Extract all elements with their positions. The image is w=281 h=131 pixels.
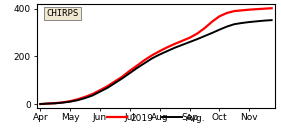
- 2019: [143, 59, 146, 61]
- 2019: [262, 8, 266, 9]
- Avg.: [83, 97, 87, 99]
- 2019: [151, 54, 154, 56]
- Avg.: [195, 38, 199, 40]
- 2019: [98, 89, 102, 91]
- Legend: 2019, Avg.: 2019, Avg.: [103, 110, 209, 126]
- 2019: [91, 93, 94, 95]
- 2019: [195, 33, 199, 34]
- 2019: [173, 43, 176, 45]
- Avg.: [225, 26, 228, 27]
- 2019: [166, 47, 169, 48]
- 2019: [188, 37, 191, 39]
- Avg.: [46, 103, 49, 104]
- Avg.: [203, 35, 206, 37]
- 2019: [113, 81, 117, 82]
- 2019: [218, 16, 221, 17]
- 2019: [225, 12, 228, 14]
- Avg.: [128, 72, 132, 74]
- Avg.: [262, 20, 266, 21]
- Avg.: [173, 47, 176, 49]
- 2019: [69, 100, 72, 102]
- Avg.: [38, 103, 42, 105]
- Avg.: [180, 44, 184, 46]
- Avg.: [113, 82, 117, 84]
- 2019: [83, 96, 87, 98]
- Avg.: [121, 78, 124, 79]
- Avg.: [151, 58, 154, 59]
- 2019: [136, 65, 139, 66]
- Avg.: [188, 41, 191, 43]
- Avg.: [98, 91, 102, 92]
- 2019: [248, 9, 251, 10]
- 2019: [270, 7, 273, 9]
- 2019: [233, 10, 236, 12]
- Avg.: [166, 50, 169, 52]
- 2019: [76, 99, 79, 100]
- Line: 2019: 2019: [40, 8, 272, 104]
- Avg.: [136, 67, 139, 69]
- Text: CHIRPS: CHIRPS: [46, 9, 78, 18]
- 2019: [240, 10, 243, 11]
- Line: Avg.: Avg.: [40, 20, 272, 104]
- Avg.: [158, 54, 161, 55]
- Avg.: [210, 32, 214, 34]
- Avg.: [233, 23, 236, 25]
- Avg.: [61, 102, 64, 103]
- Avg.: [91, 95, 94, 96]
- Avg.: [270, 19, 273, 21]
- Avg.: [255, 21, 259, 22]
- Avg.: [106, 87, 109, 89]
- 2019: [210, 21, 214, 23]
- 2019: [128, 70, 132, 72]
- 2019: [46, 103, 49, 104]
- 2019: [255, 8, 259, 10]
- Avg.: [76, 99, 79, 101]
- 2019: [158, 50, 161, 52]
- Avg.: [218, 29, 221, 31]
- Avg.: [248, 21, 251, 23]
- 2019: [38, 103, 42, 105]
- Avg.: [69, 101, 72, 102]
- Avg.: [240, 22, 243, 24]
- 2019: [180, 40, 184, 42]
- 2019: [53, 102, 57, 104]
- 2019: [121, 76, 124, 77]
- 2019: [61, 102, 64, 103]
- 2019: [203, 28, 206, 29]
- Avg.: [143, 62, 146, 64]
- 2019: [106, 85, 109, 87]
- Avg.: [53, 103, 57, 104]
